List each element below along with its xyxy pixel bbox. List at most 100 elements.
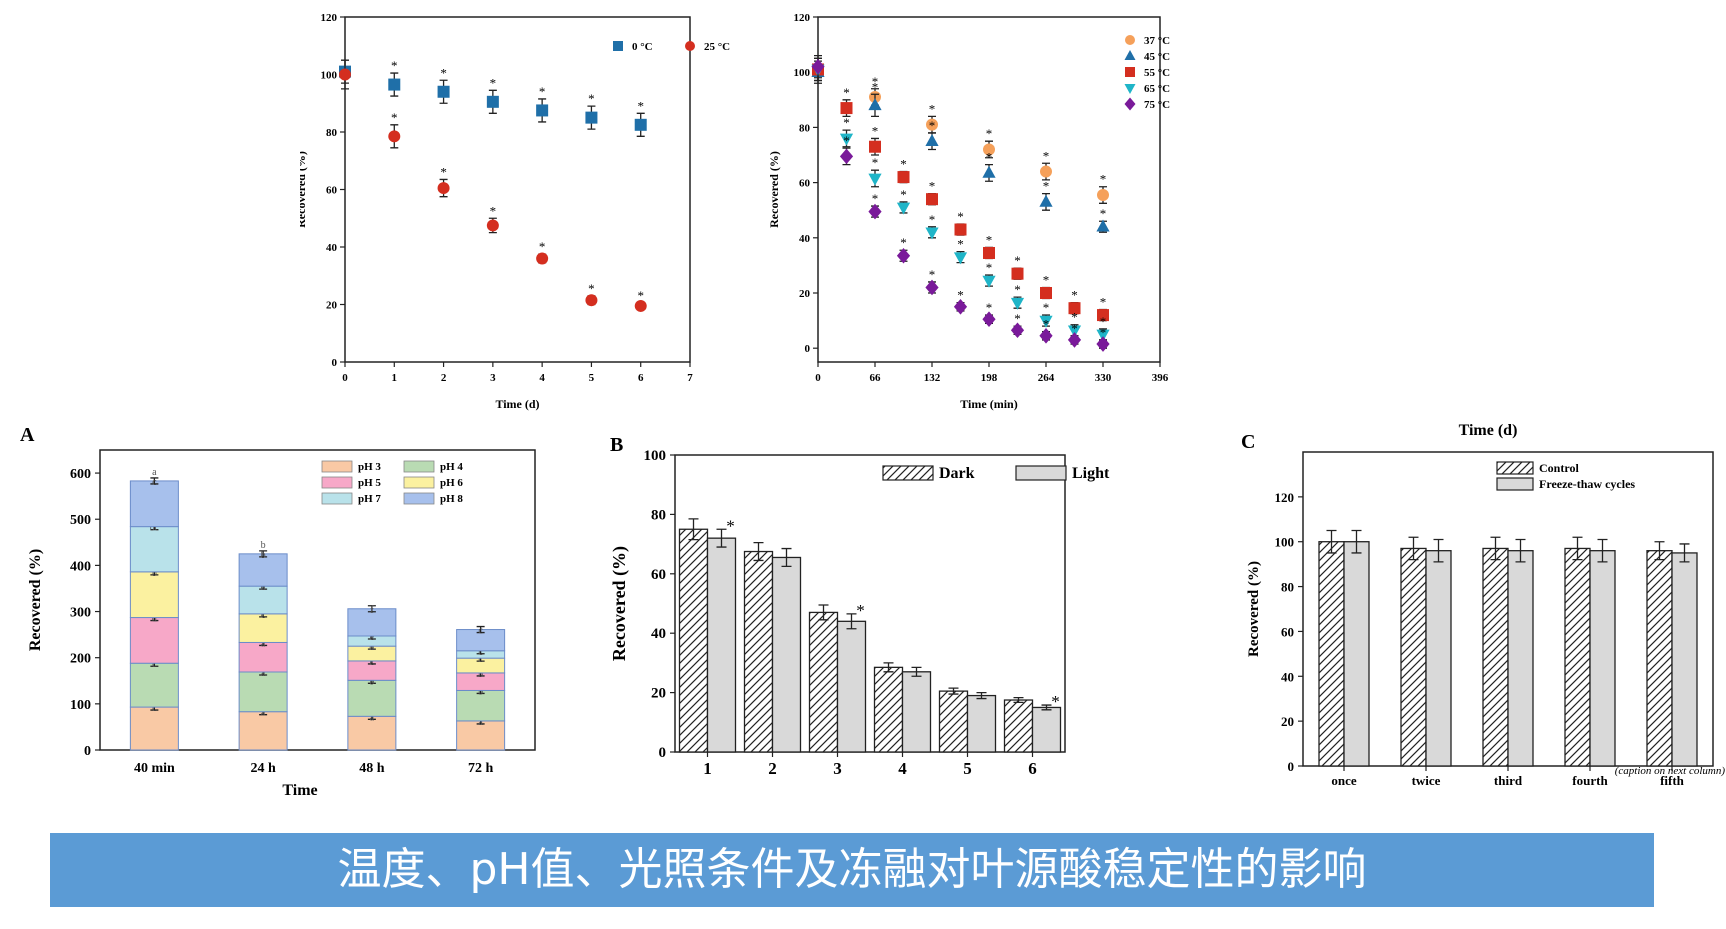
- data-point: [388, 78, 401, 91]
- y-tick-label: 600: [70, 467, 91, 482]
- error-bar: [781, 547, 792, 568]
- x-tick-label: 4: [539, 372, 545, 384]
- y-tick-label: 80: [1281, 580, 1294, 595]
- x-tick-label: third: [1494, 773, 1523, 788]
- bar-segment: [347, 715, 397, 751]
- legend-label: pH 7: [358, 493, 381, 505]
- significance-label: *: [1071, 310, 1078, 325]
- significance-label: *: [986, 150, 993, 165]
- y-tick-label: 500: [70, 513, 91, 528]
- series-4: * * * * * * * * * *: [811, 54, 1110, 352]
- data-point: [339, 68, 351, 81]
- legend-marker: [1124, 50, 1136, 60]
- significance-label: *: [843, 85, 850, 100]
- significance-label: e: [370, 632, 375, 643]
- data-point: [585, 111, 598, 124]
- legend-label: 45 °C: [1144, 51, 1170, 63]
- data-point: [1039, 194, 1053, 207]
- x-tick-label: 24 h: [250, 761, 276, 776]
- y-tick-label: 40: [651, 626, 666, 642]
- x-tick-label: 132: [924, 372, 941, 384]
- bar-segment: [456, 720, 506, 751]
- series-0: * * * * * *: [339, 58, 647, 137]
- series-0: * * * * *: [812, 57, 1109, 204]
- x-axis-label: Time (d): [495, 397, 539, 411]
- bar: [1343, 541, 1370, 767]
- error-bar: [753, 541, 764, 562]
- x-tick-label: fourth: [1572, 773, 1608, 788]
- y-tick-label: 100: [321, 70, 338, 82]
- legend-swatch: [403, 460, 435, 473]
- legend-label: Light: [1072, 465, 1110, 482]
- significance-label: *: [588, 91, 595, 106]
- error-bar: [976, 691, 987, 700]
- x-tick-label: 198: [981, 372, 998, 384]
- data-point: [953, 252, 968, 265]
- significance-label: *: [440, 164, 447, 179]
- legend-swatch: [1015, 465, 1067, 481]
- legend-swatch: [321, 492, 353, 505]
- y-tick-label: 100: [644, 448, 667, 464]
- error-bar: [1490, 536, 1501, 561]
- x-tick-label: fifth: [1660, 773, 1685, 788]
- significance-label: *: [1100, 172, 1107, 187]
- significance-label: *: [929, 118, 936, 133]
- significance-label: b: [369, 676, 374, 687]
- bar: [873, 666, 904, 753]
- significance-label: b: [478, 669, 483, 680]
- data-point: [585, 294, 598, 307]
- legend-marker: [1125, 67, 1135, 77]
- data-point: [897, 171, 910, 184]
- data-point: [839, 148, 854, 165]
- significance-label: *: [539, 239, 546, 254]
- y-tick-label: 120: [321, 12, 338, 24]
- bar: [1003, 699, 1034, 753]
- significance-label: *: [490, 75, 497, 90]
- x-tick-label: 2: [441, 372, 447, 384]
- y-tick-label: 60: [326, 185, 338, 197]
- bar: [743, 550, 774, 753]
- panel-label: B: [610, 434, 623, 456]
- x-tick-label: 3: [833, 759, 842, 778]
- y-tick-label: 20: [1281, 714, 1294, 729]
- bar-segment: [238, 613, 288, 643]
- data-point: [437, 182, 450, 195]
- legend-swatch: [403, 476, 435, 489]
- data-point: [982, 275, 996, 288]
- series-2: * * * * * * * * * *: [812, 57, 1109, 322]
- data-point: [869, 140, 881, 153]
- y-axis-label: Recovered (%): [770, 151, 781, 228]
- x-tick-label: 72 h: [468, 761, 494, 776]
- chart-temperature-minutes: 0 20 40 60 80 100 120 0 66 132 198 264 330 396 Time (m…: [770, 12, 1170, 411]
- legend-swatch: [882, 465, 934, 481]
- legend: pH 3 pH 4 pH 5 pH 6 pH 7 pH 8: [321, 460, 463, 505]
- y-tick-label: 20: [651, 686, 666, 702]
- data-point: [840, 102, 853, 115]
- significance-label: c: [478, 626, 483, 637]
- significance-label: *: [1051, 692, 1060, 711]
- y-tick-label: 40: [1281, 669, 1294, 684]
- significance-label: b: [261, 550, 266, 561]
- legend-marker: [1124, 97, 1136, 111]
- significance-label: *: [872, 74, 879, 89]
- bar: [678, 528, 709, 753]
- bar-segment: [129, 706, 179, 751]
- significance-label: *: [843, 133, 850, 148]
- y-axis-label: Recovered (%): [1246, 561, 1262, 657]
- significance-label: b: [261, 540, 266, 551]
- bar: [1031, 706, 1062, 753]
- significance-label: *: [1043, 317, 1050, 332]
- legend-marker: [685, 41, 695, 51]
- bar-segment: [129, 662, 179, 708]
- significance-label: *: [1071, 288, 1078, 303]
- y-tick-label: 0: [659, 745, 667, 761]
- error-bar: [883, 662, 894, 673]
- y-tick-label: 60: [799, 178, 811, 190]
- significance-label: *: [872, 123, 879, 138]
- significance-label: *: [1100, 295, 1107, 310]
- bar: [1318, 541, 1345, 767]
- x-tick-label: 48 h: [359, 761, 385, 776]
- data-point: [982, 311, 996, 328]
- significance-label: *: [391, 110, 398, 125]
